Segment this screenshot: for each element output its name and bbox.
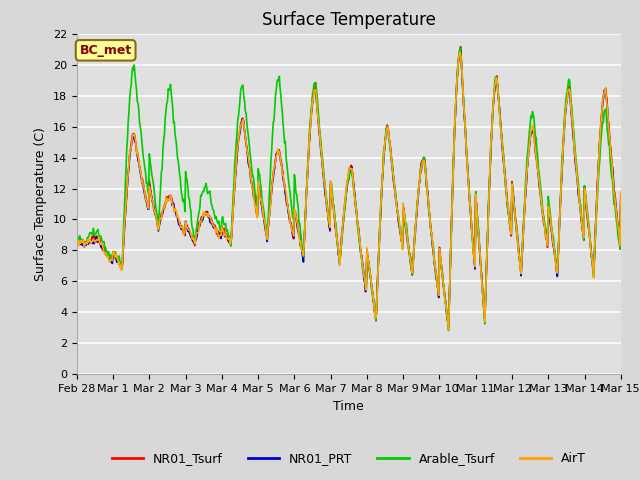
Title: Surface Temperature: Surface Temperature xyxy=(262,11,436,29)
X-axis label: Time: Time xyxy=(333,400,364,413)
Legend: NR01_Tsurf, NR01_PRT, Arable_Tsurf, AirT: NR01_Tsurf, NR01_PRT, Arable_Tsurf, AirT xyxy=(106,447,591,470)
Y-axis label: Surface Temperature (C): Surface Temperature (C) xyxy=(35,127,47,281)
Text: BC_met: BC_met xyxy=(79,44,132,57)
